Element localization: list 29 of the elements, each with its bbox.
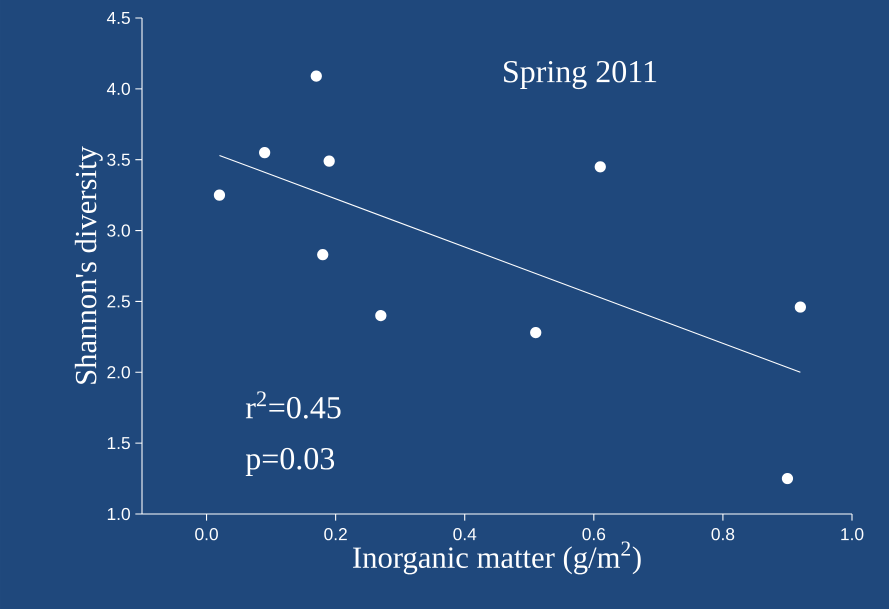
point bbox=[310, 70, 322, 82]
x-tick-label: 0.6 bbox=[582, 528, 606, 540]
y-tick-label: 4.5 bbox=[106, 12, 130, 24]
y-tick-label: 3.0 bbox=[107, 224, 130, 237]
x-tick-label: 0.8 bbox=[712, 528, 734, 540]
point bbox=[782, 472, 794, 484]
x-tick-label: 0.0 bbox=[195, 528, 218, 540]
x-tick-label: 1.0 bbox=[841, 528, 864, 540]
x-tick-label: 0.2 bbox=[324, 528, 347, 540]
x-axis-title: Inorganic matter (g/m$^{2}$) bbox=[353, 541, 641, 574]
annotation: Spring 2011 bbox=[504, 60, 656, 90]
y-tick-label: 3.5 bbox=[107, 154, 130, 166]
annotation: p=0.03 bbox=[246, 448, 334, 476]
point bbox=[214, 190, 226, 201]
point bbox=[594, 161, 606, 172]
y-tick-label: 1.5 bbox=[108, 437, 130, 450]
point bbox=[259, 147, 270, 158]
point bbox=[324, 156, 335, 167]
y-axis-title: Shannon's diversity bbox=[74, 146, 103, 384]
y-tick-label: 1.0 bbox=[108, 508, 130, 520]
point bbox=[317, 249, 328, 260]
annotation: r$^{2}$=0.45 bbox=[246, 391, 341, 419]
point bbox=[375, 310, 386, 322]
point bbox=[794, 301, 806, 313]
x-tick-label: 0.4 bbox=[453, 528, 476, 540]
y-tick-label: 2.5 bbox=[107, 295, 130, 308]
y-tick-label: 2.0 bbox=[107, 366, 130, 378]
point bbox=[530, 326, 542, 338]
y-tick-label: 4.0 bbox=[106, 82, 130, 95]
